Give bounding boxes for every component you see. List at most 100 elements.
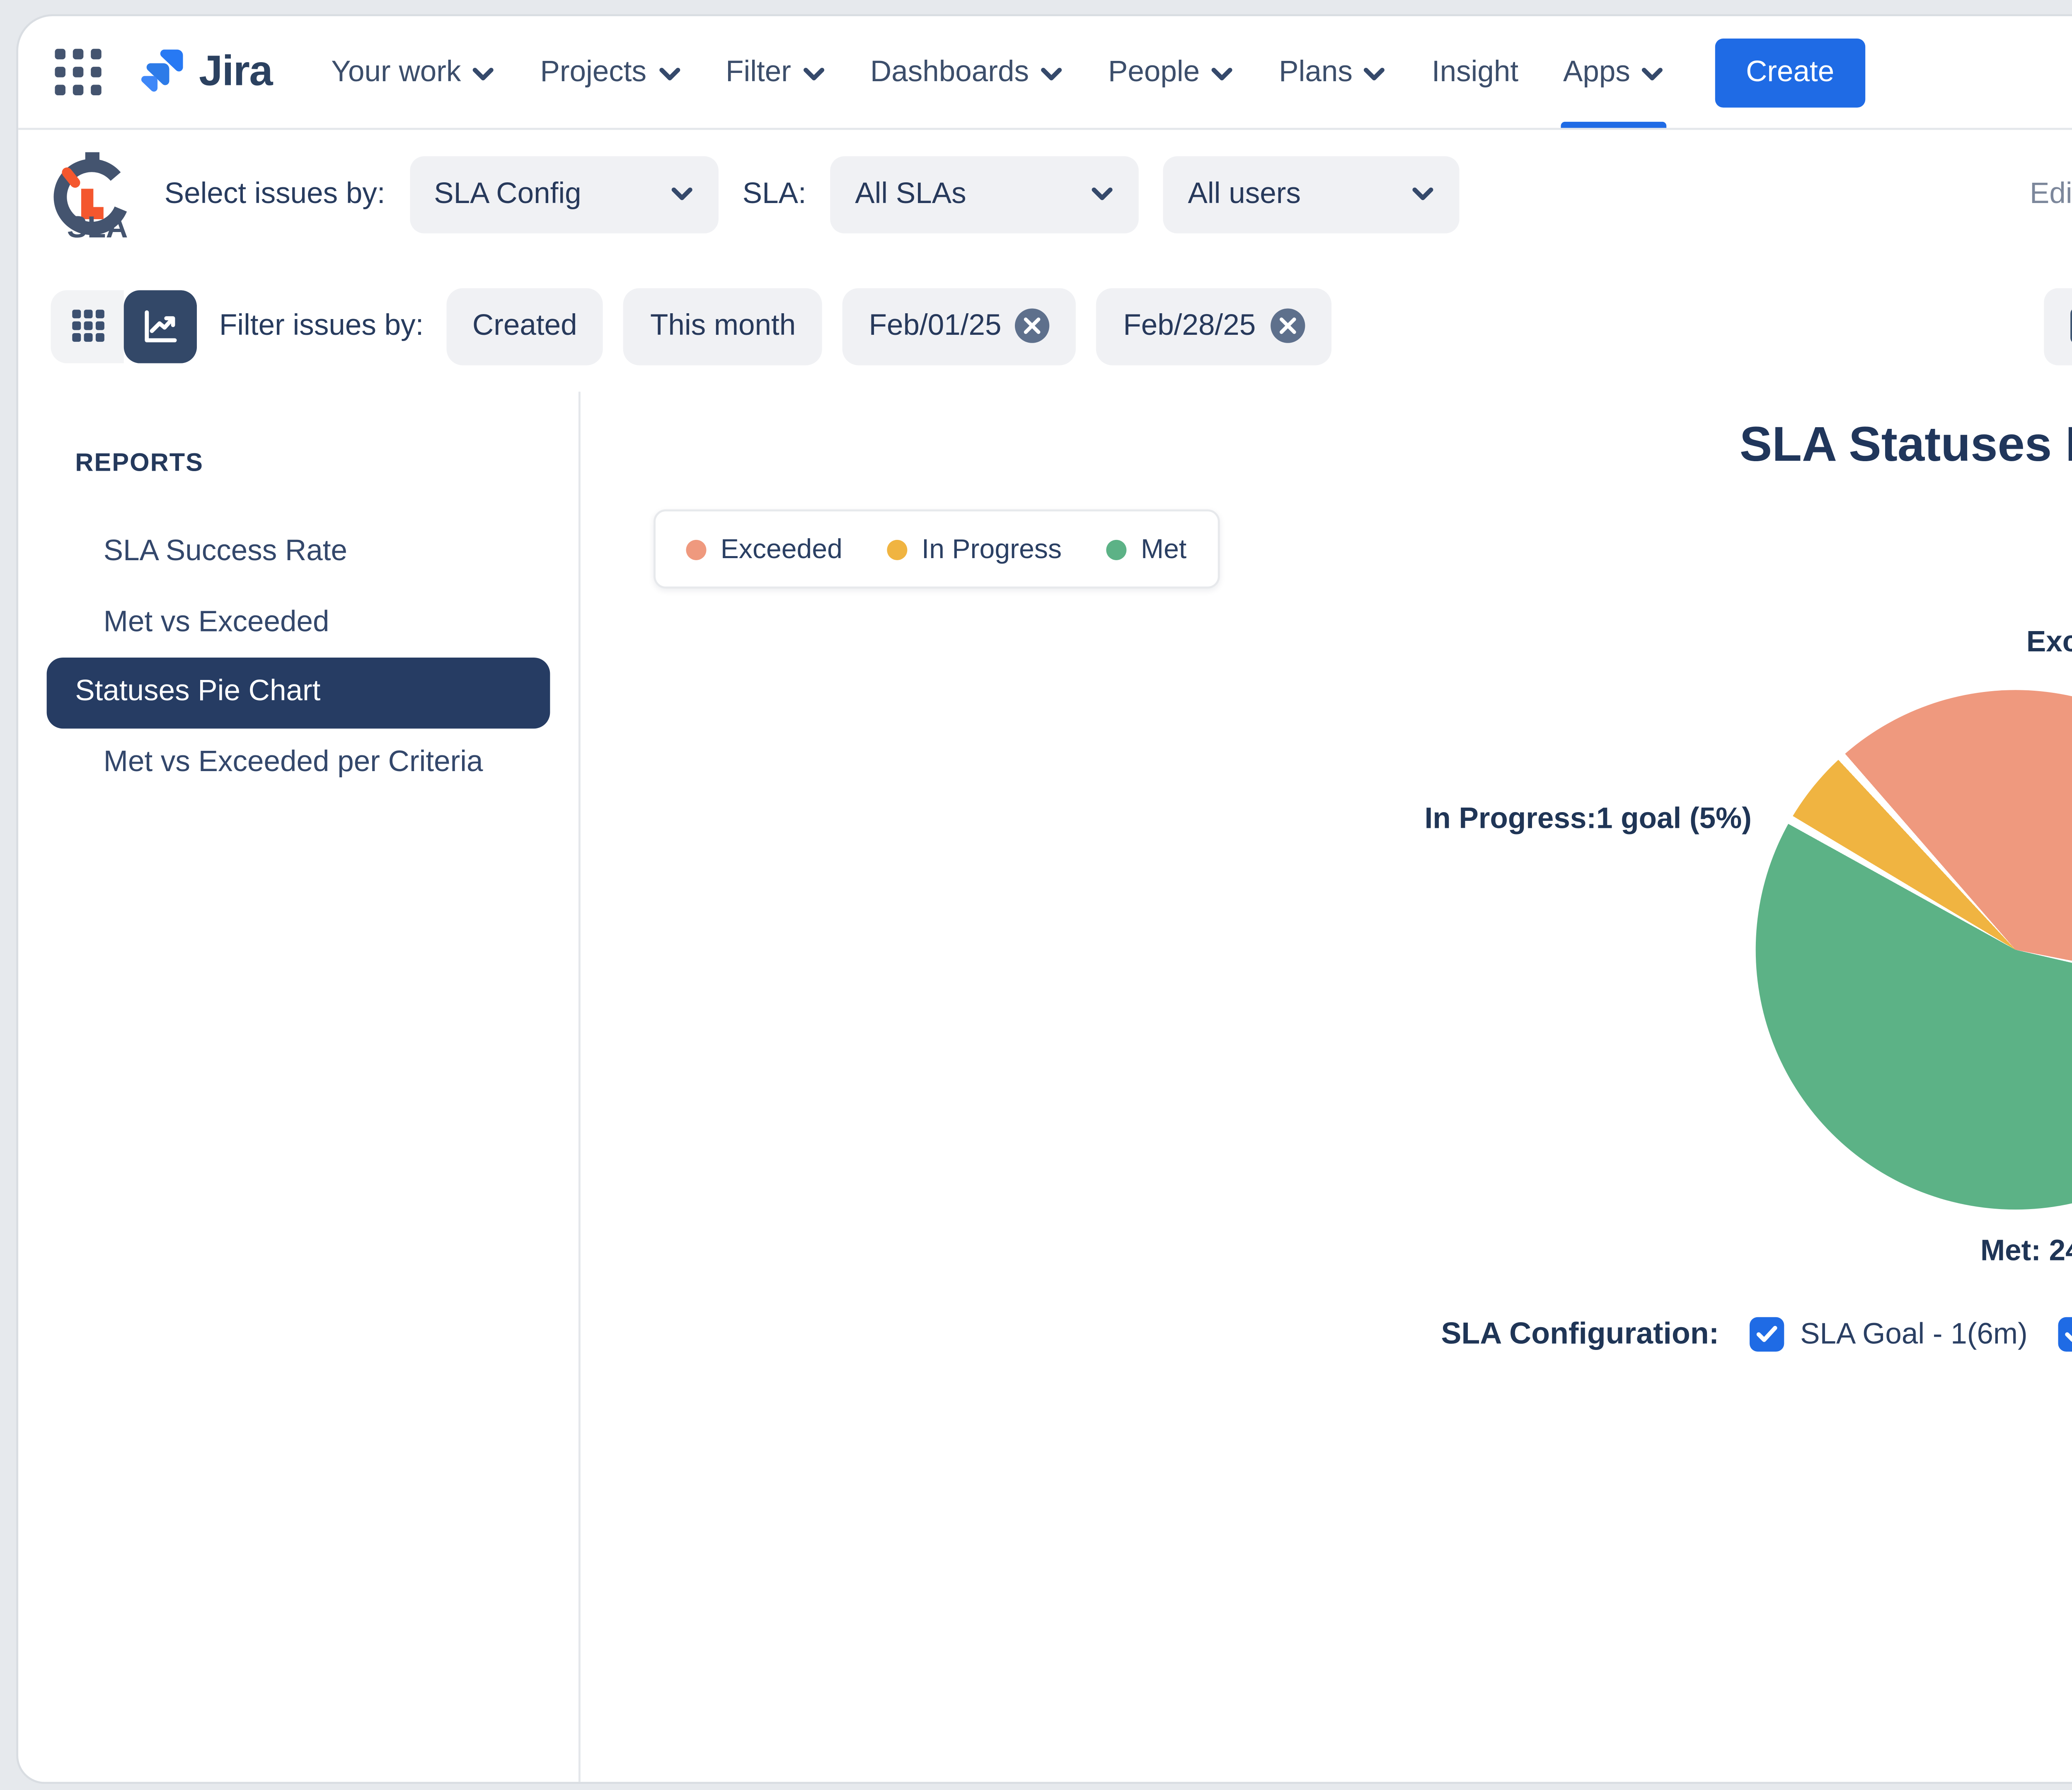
sidebar-item-statuses-pie-chart[interactable]: Statuses Pie Chart	[46, 657, 550, 728]
nav-item-filter[interactable]: Filter	[703, 16, 848, 128]
filter-chip-feb-01-25[interactable]: Feb/01/25	[842, 287, 1077, 365]
chevron-down-icon	[803, 67, 824, 80]
nav-item-people[interactable]: People	[1086, 16, 1256, 128]
create-gadget-button[interactable]: Create gadget	[2043, 287, 2072, 365]
app-switcher-grid-icon	[54, 48, 101, 96]
filter-chip-feb-28-25[interactable]: Feb/28/25	[1097, 287, 1331, 365]
sidebar-item-met-vs-exceeded-per-criteria[interactable]: Met vs Exceeded per Criteria	[103, 746, 483, 779]
nav-item-label: Apps	[1563, 56, 1630, 89]
legend-item-exceeded[interactable]: Exceeded	[686, 534, 842, 564]
legend-item-met[interactable]: Met	[1106, 534, 1187, 564]
sidebar-item-met-vs-exceeded[interactable]: Met vs Exceeded	[103, 606, 329, 639]
checkbox-checked-icon[interactable]	[1749, 1317, 1784, 1352]
jira-logo[interactable]: Jira	[136, 45, 273, 99]
sla-dropdown-value: All SLAs	[855, 179, 966, 211]
sla-configuration-label: SLA Configuration:	[1441, 1317, 1719, 1352]
chart-view-button[interactable]	[123, 289, 197, 363]
filter-chip-created[interactable]: Created	[446, 287, 604, 365]
nav-item-label: Dashboards	[870, 56, 1029, 89]
sla-toolbar: SLA Select issues by: SLA Config SLA: Al…	[18, 130, 2072, 260]
chevron-down-icon	[658, 67, 679, 80]
chip-label: Created	[472, 309, 577, 342]
sidebar-heading: REPORTS	[75, 448, 203, 477]
chart-title: SLA Statuses Pie Chart	[1739, 418, 2072, 473]
report-panel: SLA Statuses Pie Chart Exceeded In Progre…	[581, 392, 2072, 1782]
content-area: REPORTS SLA Success Rate Met vs Exceeded S…	[18, 392, 2072, 1782]
chevron-down-icon	[1041, 67, 1062, 80]
nav-item-label: People	[1108, 56, 1200, 89]
chevron-down-icon	[1364, 67, 1385, 80]
chip-remove-icon[interactable]	[1270, 308, 1305, 343]
nav-item-your-work[interactable]: Your work	[309, 16, 518, 128]
nav-item-apps[interactable]: Apps	[1541, 16, 1687, 128]
chevron-down-icon	[1413, 187, 1434, 200]
legend-dot	[686, 539, 707, 559]
nav-item-label: Insight	[1431, 56, 1519, 89]
chevron-down-icon	[1092, 187, 1113, 200]
filter-chips: Created This month Feb/01/25 Feb/28/25	[446, 287, 1331, 365]
sla-label: SLA:	[742, 179, 806, 211]
select-issues-by-dropdown[interactable]: SLA Config	[409, 156, 718, 234]
nav-item-dashboards[interactable]: Dashboards	[848, 16, 1086, 128]
sidebar-items: SLA Success Rate Met vs Exceeded Statuses …	[18, 518, 579, 798]
checkbox-checked-icon[interactable]	[2058, 1317, 2072, 1352]
edited-indicator: Edired*	[2029, 179, 2072, 211]
grid-view-button[interactable]	[51, 289, 124, 363]
sla-goal-options: SLA Goal - 1(6m)SLA Goal - 2 (5m)SLA Goa…	[1749, 1317, 2072, 1352]
users-dropdown-value: All users	[1188, 179, 1301, 211]
legend-dot	[1106, 539, 1127, 559]
jira-window: Jira Your work Projects Filter Dashboards Pe…	[16, 14, 2072, 1784]
chevron-down-icon	[671, 187, 692, 200]
chevron-down-icon	[473, 67, 494, 80]
top-navigation-bar: Jira Your work Projects Filter Dashboards Pe…	[18, 16, 2072, 130]
nav-item-plans[interactable]: Plans	[1256, 16, 1409, 128]
svg-text:SLA: SLA	[67, 210, 128, 244]
nav-item-insight[interactable]: Insight	[1409, 16, 1541, 128]
checkbox-label: SLA Goal - 1(6m)	[1800, 1318, 2028, 1351]
chart-legend: Exceeded In Progress Met	[654, 509, 1219, 589]
pie-chart	[1755, 690, 2072, 1210]
nav-item-label: Filter	[726, 56, 791, 89]
legend-label: In Progress	[921, 534, 1062, 564]
pie-label-in-progress: In Progress:1 goal (5%)	[1424, 803, 1752, 836]
filter-chip-this-month[interactable]: This month	[624, 287, 822, 365]
filter-bar: Filter issues by: Created This month Feb/0…	[18, 259, 2072, 392]
pie-label-met: Met: 24 goals (55%)	[1980, 1236, 2072, 1269]
nav-item-label: Plans	[1279, 56, 1353, 89]
jira-logo-text: Jira	[199, 48, 273, 94]
nav-item-label: Projects	[540, 56, 647, 89]
jira-logo-icon	[141, 49, 183, 92]
chip-label: Feb/01/25	[869, 309, 1002, 342]
legend-label: Exceeded	[720, 534, 842, 564]
chip-label: This month	[650, 309, 796, 342]
nav-item-label: Your work	[331, 56, 461, 89]
sla-app-logo: SLA	[53, 152, 128, 244]
legend-label: Met	[1141, 534, 1187, 564]
view-mode-toggle	[51, 289, 197, 363]
sla-dropdown[interactable]: All SLAs	[830, 156, 1139, 234]
main-navigation: Your work Projects Filter Dashboards People P…	[309, 16, 1687, 128]
line-chart-icon	[145, 309, 177, 341]
sla-goal-checkbox-sla-goal-1-6m-[interactable]: SLA Goal - 1(6m)	[1749, 1317, 2028, 1352]
sla-configuration-row: SLA Configuration: SLA Goal - 1(6m) SLA G…	[1441, 1317, 2072, 1352]
reports-sidebar: REPORTS SLA Success Rate Met vs Exceeded S…	[18, 392, 581, 1782]
select-issues-by-label: Select issues by:	[164, 179, 385, 211]
legend-dot	[887, 539, 908, 559]
sla-goal-checkbox-sla-goal-2-5m-[interactable]: SLA Goal - 2 (5m)	[2058, 1317, 2072, 1352]
create-button[interactable]: Create	[1715, 37, 1865, 107]
chip-label: Feb/28/25	[1123, 309, 1256, 342]
pie-label-exceeded: Exceeded: 18 goals (40%)	[2026, 627, 2072, 660]
chip-remove-icon[interactable]	[1015, 308, 1051, 343]
grid-view-icon	[71, 310, 104, 342]
chevron-down-icon	[1212, 67, 1233, 80]
gadget-icon	[2070, 309, 2072, 343]
sidebar-item-sla-success-rate[interactable]: SLA Success Rate	[103, 536, 348, 569]
legend-item-in-progress[interactable]: In Progress	[887, 534, 1062, 564]
users-dropdown[interactable]: All users	[1163, 156, 1460, 234]
chevron-down-icon	[1642, 67, 1663, 80]
select-issues-by-value: SLA Config	[434, 179, 581, 211]
nav-item-projects[interactable]: Projects	[518, 16, 704, 128]
filter-issues-by-label: Filter issues by:	[219, 309, 424, 342]
app-switcher-button[interactable]	[47, 41, 108, 102]
